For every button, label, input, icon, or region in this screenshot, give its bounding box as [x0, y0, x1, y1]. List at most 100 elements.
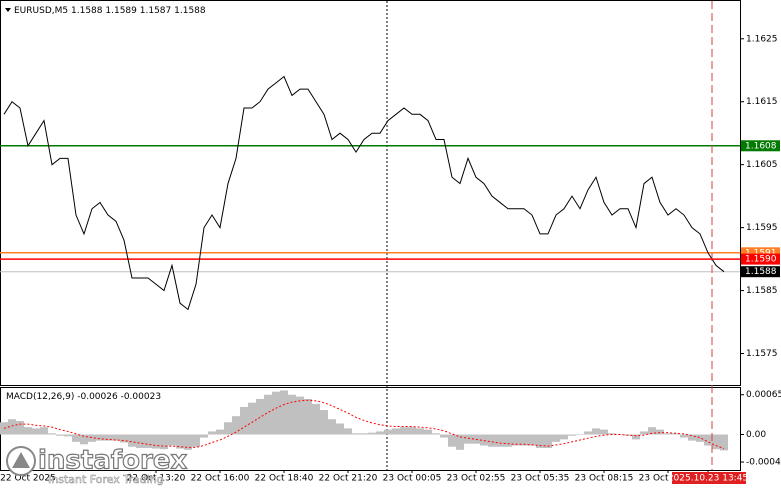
macd-bar — [40, 427, 48, 435]
macd-bar — [352, 433, 360, 435]
macd-bar — [448, 434, 456, 447]
macd-bar — [88, 434, 96, 442]
macd-bar — [208, 431, 216, 435]
macd-bar — [56, 434, 64, 436]
macd-bar — [128, 434, 136, 447]
macd-bar — [144, 434, 152, 448]
x-tick-label: 23 Oct 02:55 — [447, 474, 506, 484]
x-tick-label: 22 Oct 16:00 — [191, 474, 250, 484]
x-tick-label: 22 Oct 21:20 — [319, 474, 378, 484]
macd-bar — [224, 422, 232, 435]
macd-bar — [384, 429, 392, 435]
y-tick-label: 0.00 — [746, 430, 766, 440]
slogan: Instant Forex Trading — [48, 473, 164, 486]
macd-bar — [512, 434, 520, 446]
close: 1.1588 — [174, 6, 206, 16]
low: 1.1587 — [140, 6, 172, 16]
x-tick-label: 22 Oct 13:20 — [127, 474, 186, 484]
macd-bar — [424, 429, 432, 435]
macd-bar — [344, 428, 352, 435]
macd-bar — [296, 396, 304, 435]
macd-bar — [488, 434, 496, 447]
macd-bar — [24, 427, 32, 435]
macd-bar — [464, 434, 472, 444]
macd-bar — [152, 434, 160, 449]
macd-bar — [312, 403, 320, 435]
macd-bar — [576, 434, 584, 436]
y-tick-label: 1.1605 — [746, 160, 778, 170]
watermark: instaforex Instant Forex Trading — [6, 445, 188, 486]
macd-bar — [136, 434, 144, 448]
macd-value: -0.00026 — [77, 392, 118, 402]
macd-bar — [264, 394, 272, 435]
macd-bar — [216, 429, 224, 435]
macd-bar — [256, 399, 264, 435]
macd-bar — [48, 433, 56, 435]
level-label-box — [741, 253, 780, 265]
x-tick-label: 23 Oct 08:15 — [575, 474, 634, 484]
macd-name: MACD(12,26,9) — [6, 392, 74, 402]
macd-bar — [240, 406, 248, 435]
x-tick-label: 23 Oct 10:55 — [639, 474, 698, 484]
macd-bar — [552, 434, 560, 442]
macd-bar — [720, 434, 728, 451]
macd-bar — [328, 419, 336, 435]
macd-bar — [96, 434, 104, 441]
macd-bar — [120, 434, 128, 443]
macd-bar — [640, 431, 648, 435]
macd-bar — [72, 434, 80, 442]
current-time-box — [672, 472, 746, 484]
symbol: EURUSD,M5 — [14, 6, 68, 16]
y-tick-label: 1.1575 — [746, 349, 778, 359]
high: 1.1589 — [105, 6, 137, 16]
macd-bar — [568, 434, 576, 436]
x-tick-label: 23 Oct 00:05 — [383, 474, 442, 484]
macd-bar — [632, 434, 640, 440]
level-label: 1.1590 — [745, 255, 777, 265]
macd-bar — [336, 423, 344, 435]
macd-bar — [664, 433, 672, 435]
macd-bar — [504, 434, 512, 447]
x-tick-label: 2025.10.23 13:45 — [668, 474, 748, 484]
level-label: 1.1591 — [745, 248, 777, 258]
macd-bar — [560, 434, 568, 440]
y-tick-label: 1.1585 — [746, 286, 778, 296]
macd-bar — [160, 434, 168, 450]
macd-bar — [400, 427, 408, 435]
macd-bar — [600, 429, 608, 435]
macd-bar — [440, 434, 448, 438]
macd-bar — [32, 428, 40, 435]
macd-bar — [304, 399, 312, 435]
macd-bar — [544, 434, 552, 448]
macd-bar — [392, 428, 400, 435]
y-tick-label: 1.1615 — [746, 97, 778, 107]
y-tick-label: -0.00045 — [746, 458, 781, 468]
macd-bar — [680, 434, 688, 438]
macd-bar — [200, 434, 208, 438]
macd-bar — [408, 427, 416, 435]
macd-bar — [104, 434, 112, 441]
macd-bar — [168, 434, 176, 446]
macd-bar — [248, 402, 256, 435]
macd-bar — [368, 432, 376, 435]
y-tick-label: 1.1595 — [746, 223, 778, 233]
macd-bar — [416, 428, 424, 435]
macd-bar — [704, 434, 712, 446]
macd-bar — [432, 433, 440, 435]
macd-bar — [176, 434, 184, 449]
macd-bar — [288, 394, 296, 435]
price-panel-frame — [0, 0, 741, 386]
level-label: 1.1608 — [745, 141, 777, 151]
macd-bar — [8, 419, 16, 435]
macd-bar — [688, 434, 696, 441]
level-label: 1.1588 — [745, 267, 777, 277]
macd-bar — [656, 429, 664, 435]
macd-bar — [360, 433, 368, 435]
macd-bar — [520, 434, 528, 446]
signal-value: -0.00023 — [121, 392, 161, 402]
macd-bar — [112, 434, 120, 441]
macd-bar — [528, 434, 536, 446]
macd-bar — [584, 431, 592, 435]
